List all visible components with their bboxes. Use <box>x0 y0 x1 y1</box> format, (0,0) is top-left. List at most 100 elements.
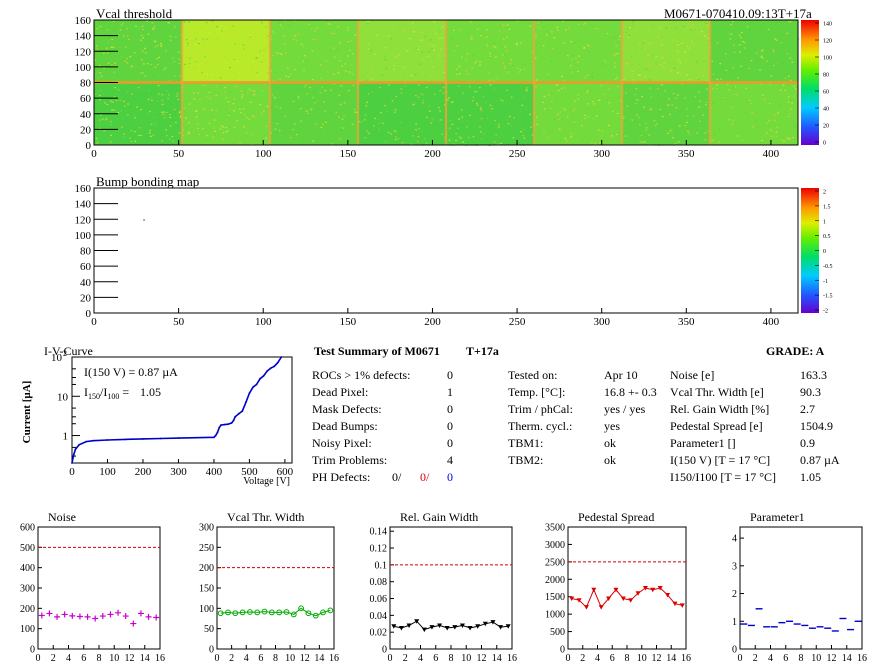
pixel-speck <box>135 106 138 108</box>
result-label: I150/I100 [T = 17 °C] <box>670 470 776 484</box>
pixel-speck <box>456 68 459 70</box>
pixel-speck <box>171 107 173 109</box>
pixel-speck <box>228 35 231 37</box>
pixel-speck <box>522 135 524 137</box>
pixel-speck <box>187 132 190 135</box>
pixel-speck <box>206 95 208 97</box>
pixel-speck <box>99 127 102 129</box>
pixel-speck <box>283 43 286 45</box>
pixel-speck <box>120 109 123 112</box>
pixel-speck <box>677 141 680 143</box>
pixel-speck <box>451 38 454 40</box>
pixel-speck <box>537 22 540 24</box>
pixel-speck <box>243 114 246 116</box>
pixel-speck <box>330 89 332 91</box>
pixel-speck <box>556 29 559 31</box>
pixel-speck <box>402 76 405 78</box>
pixel-speck <box>112 46 115 48</box>
pixel-speck <box>282 110 285 112</box>
iv-x-tick-label: 100 <box>99 466 116 478</box>
pixel-speck <box>340 85 343 87</box>
pixel-speck <box>320 77 323 79</box>
pixel-speck <box>422 99 425 101</box>
pixel-speck <box>249 101 252 103</box>
pixel-speck <box>151 99 153 102</box>
pixel-speck <box>233 126 236 129</box>
pixel-speck <box>120 55 122 57</box>
defect-label: Noisy Pixel: <box>312 436 372 450</box>
pixel-speck <box>659 108 662 111</box>
pixel-speck <box>327 71 329 73</box>
pixel-speck <box>217 104 220 106</box>
data-point <box>239 609 246 616</box>
pixel-speck <box>440 119 443 121</box>
pixel-speck <box>247 143 250 146</box>
scale-tick-label: 0 <box>823 141 826 147</box>
pixel-speck <box>177 51 180 53</box>
pixel-speck <box>112 76 115 78</box>
pixel-speck <box>657 36 659 38</box>
pixel-speck <box>282 27 284 29</box>
pixel-speck <box>411 68 414 70</box>
pixel-speck <box>678 59 680 61</box>
pixel-speck <box>244 91 247 94</box>
pixel-speck <box>94 93 97 95</box>
pixel-speck <box>413 103 416 105</box>
pixel-speck <box>767 28 770 31</box>
y-tick-label: 0 <box>86 140 92 152</box>
pixel-speck <box>128 38 130 40</box>
y-tick-label: 100 <box>75 62 92 74</box>
pixel-speck <box>479 106 482 108</box>
pixel-speck <box>188 57 191 59</box>
pixel-speck <box>257 34 260 36</box>
pixel-speck <box>535 116 538 118</box>
pixel-speck <box>404 31 407 33</box>
pixel-speck <box>126 90 129 93</box>
pixel-speck <box>643 40 646 42</box>
defect-label: ROCs > 1% defects: <box>312 368 410 382</box>
data-point <box>421 627 427 633</box>
pixel-speck <box>257 112 260 114</box>
pixel-speck <box>412 104 415 106</box>
pixel-speck <box>160 45 163 48</box>
pixel-speck <box>687 130 689 132</box>
pixel-speck <box>774 38 777 40</box>
pixel-speck <box>786 46 789 48</box>
pixel-speck <box>563 79 566 82</box>
roc-cell-top <box>182 20 270 83</box>
pixel-speck <box>154 66 157 68</box>
pixel-speck <box>706 25 709 27</box>
pixel-speck <box>175 36 177 38</box>
pixel-speck <box>156 64 159 66</box>
pixel-speck <box>267 75 270 77</box>
data-point <box>444 625 450 631</box>
pixel-speck <box>461 89 464 91</box>
pixel-speck <box>254 64 257 66</box>
pixel-speck <box>584 77 587 79</box>
x-tick-label: 50 <box>173 316 185 328</box>
pixel-speck <box>543 132 545 134</box>
pixel-speck <box>667 104 670 106</box>
pixel-speck <box>627 28 629 30</box>
pixel-speck <box>220 20 222 22</box>
pixel-speck <box>696 76 698 79</box>
pixel-speck <box>111 64 113 66</box>
pixel-speck <box>173 108 176 111</box>
pixel-speck <box>248 88 251 90</box>
y-tick-label: 0 <box>209 645 214 656</box>
pixel-speck <box>208 122 211 125</box>
pixel-speck <box>655 62 657 64</box>
pixel-speck <box>343 115 345 117</box>
pixel-speck <box>588 45 591 47</box>
pixel-speck <box>697 79 700 81</box>
pixel-speck <box>441 133 444 135</box>
pixel-speck <box>663 62 666 64</box>
pixel-speck <box>430 39 432 41</box>
pixel-speck <box>362 75 365 77</box>
pixel-speck <box>775 31 778 33</box>
pixel-speck <box>516 20 519 22</box>
pixel-speck <box>142 72 145 74</box>
pixel-speck <box>248 118 251 120</box>
pixel-speck <box>537 49 539 51</box>
pixel-speck <box>342 127 345 129</box>
